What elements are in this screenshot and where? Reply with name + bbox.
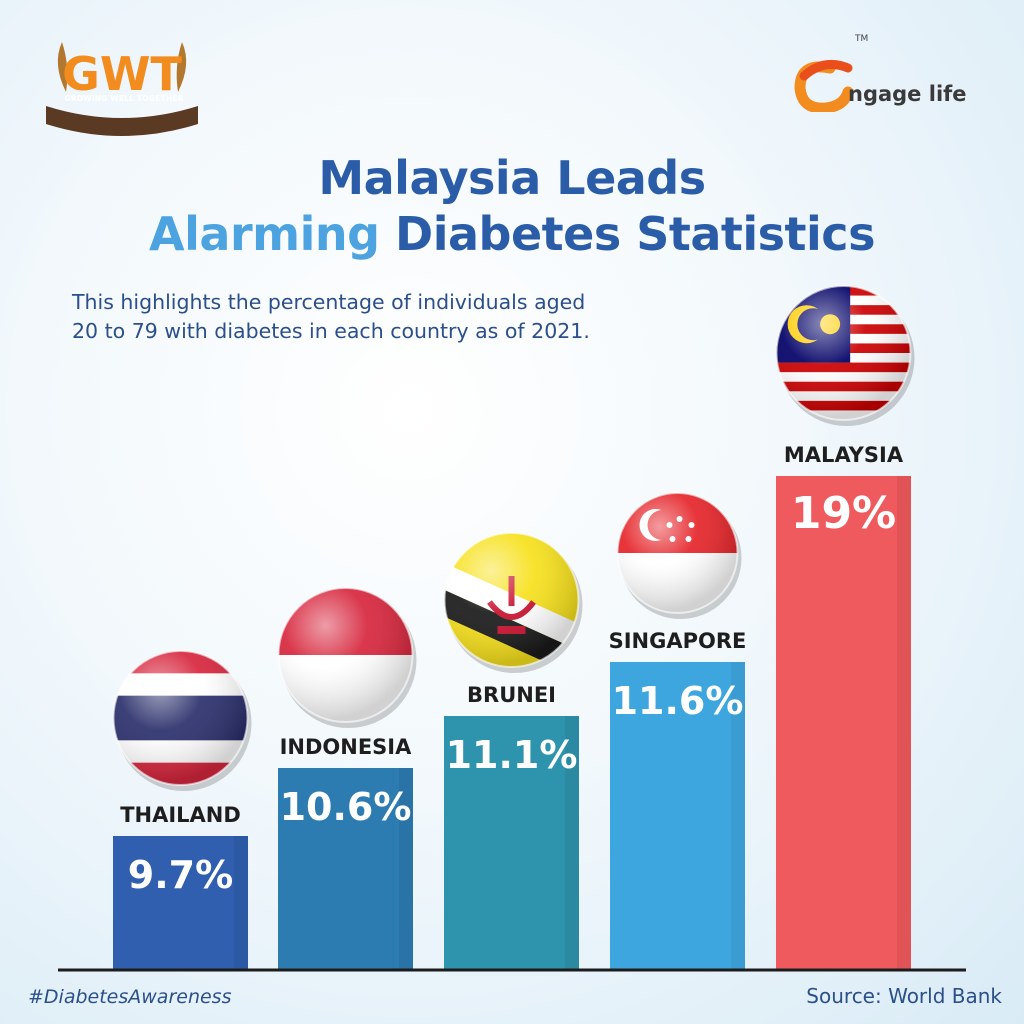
bar-shade-singapore xyxy=(731,662,745,970)
source-credit: Source: World Bank xyxy=(806,984,1002,1008)
subtitle-line-1: This highlights the percentage of indivi… xyxy=(72,290,586,314)
value-label-brunei: 11.1% xyxy=(446,733,578,777)
category-label-singapore: SINGAPORE xyxy=(609,629,747,653)
trademark-mark: TM xyxy=(855,34,869,44)
gwt-mark: GWT xyxy=(62,47,182,101)
engage-life-wordmark: ngage life xyxy=(848,82,967,106)
indonesia-flag-icon xyxy=(277,587,417,728)
bar-brunei xyxy=(444,716,579,970)
gwt-logo: GWT xyxy=(46,42,198,136)
value-label-thailand: 9.7% xyxy=(128,853,233,897)
bar-shade-malaysia xyxy=(897,476,911,970)
value-label-singapore: 11.6% xyxy=(612,679,744,723)
bar-malaysia xyxy=(776,476,911,970)
page-title: Malaysia Leads Alarming Diabetes Statist… xyxy=(0,150,1024,262)
category-label-malaysia: MALAYSIA xyxy=(784,443,904,467)
singapore-flag-icon xyxy=(616,492,742,619)
thailand-flag-icon xyxy=(112,650,252,791)
bar-singapore xyxy=(610,662,745,970)
title-line-2-rest: Diabetes Statistics xyxy=(395,207,875,261)
bar-indonesia xyxy=(278,768,413,970)
title-accent-word: Alarming xyxy=(149,207,380,261)
brunei-flag-icon xyxy=(443,532,583,673)
title-line-2: Alarming Diabetes Statistics xyxy=(0,206,1024,262)
hashtag: #DiabetesAwareness xyxy=(28,986,232,1008)
bar-shade-thailand xyxy=(234,836,248,970)
bar-thailand xyxy=(113,836,248,970)
category-label-thailand: THAILAND xyxy=(120,803,241,827)
bar-shade-brunei xyxy=(565,716,579,970)
bar-shade-indonesia xyxy=(399,768,413,970)
title-line-1: Malaysia Leads xyxy=(318,151,706,205)
malaysia-flag-icon xyxy=(775,285,915,426)
category-label-indonesia: INDONESIA xyxy=(280,735,413,759)
value-label-malaysia: 19% xyxy=(791,488,896,539)
category-label-brunei: BRUNEI xyxy=(467,683,556,707)
subtitle: This highlights the percentage of indivi… xyxy=(72,288,752,346)
engage-life-logo xyxy=(794,59,854,112)
gwt-tagline: GROWING WELL TOGETHER xyxy=(64,94,184,103)
subtitle-line-2: 20 to 79 with diabetes in each country a… xyxy=(72,319,590,343)
value-label-indonesia: 10.6% xyxy=(280,785,412,829)
